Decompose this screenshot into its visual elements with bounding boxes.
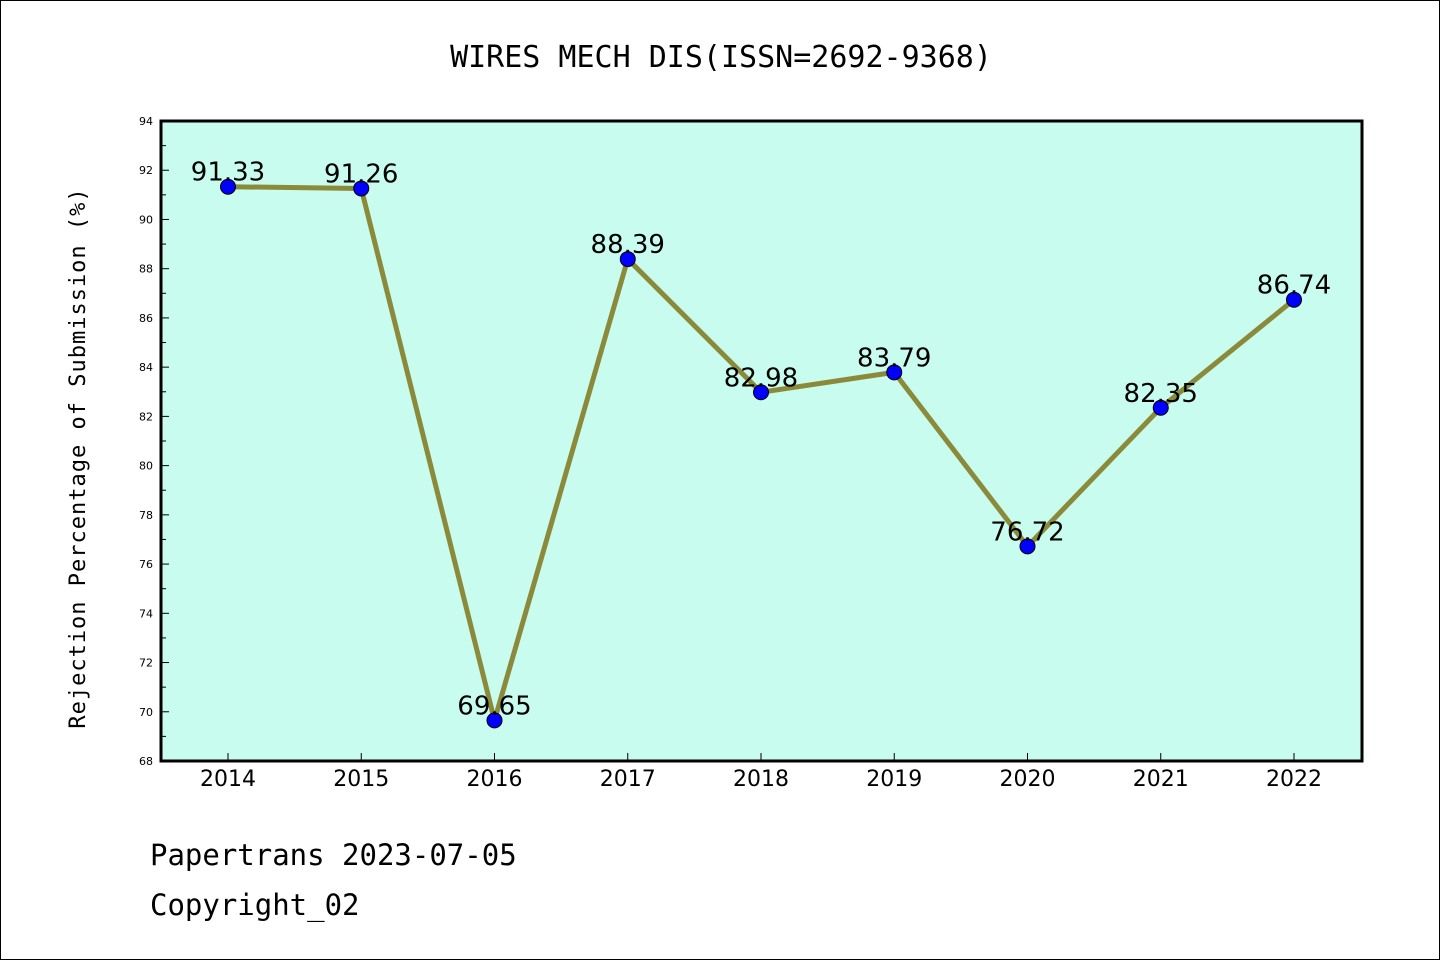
x-axis: 2014 2015 2016 2017 2018 2019 2020 2021 2022 [200,753,1322,792]
data-point [486,712,503,729]
y-axis: 68 70 72 74 76 78 80 82 84 86 88 90 92 94 [139,115,169,768]
y-tick-label: 82 [139,410,153,423]
data-point [1152,399,1169,416]
y-tick-label: 70 [139,706,153,719]
y-tick-label: 92 [139,164,153,177]
y-tick-label: 90 [139,213,153,226]
footer-date: Papertrans 2023-07-05 [150,838,517,872]
data-label: 82.35 [1124,379,1198,409]
data-point [619,251,636,268]
data-point [886,364,903,381]
data-label: 69.65 [457,691,531,721]
data-points [220,178,1302,729]
x-tick-label: 2021 [1133,767,1189,792]
data-point [753,384,769,401]
x-tick-label: 2018 [733,767,789,792]
data-label: 86.74 [1257,271,1331,301]
data-labels: 91.33 91.26 69.65 88.39 82.98 83.79 76.72 82.35… [191,158,1331,722]
x-tick-label: 2020 [1000,767,1056,792]
y-axis-label: Rejection Percentage of Submission (%) [66,187,91,728]
y-tick-label: 84 [139,361,153,374]
x-tick-label: 2014 [200,767,256,792]
chart-title: WIRES MECH DIS(ISSN=2692-9368) [450,40,992,75]
y-tick-label: 86 [139,312,153,325]
data-point [1019,538,1036,555]
y-tick-label: 88 [139,263,153,276]
x-tick-label: 2016 [467,767,523,792]
data-point [1286,291,1302,308]
data-point [353,180,370,197]
plot-area [159,119,1364,763]
y-tick-label: 76 [139,558,153,571]
y-tick-label: 74 [139,607,153,620]
data-label: 91.26 [324,159,398,189]
data-label: 91.33 [191,158,265,188]
y-tick-label: 80 [139,460,153,473]
y-tick-label: 68 [139,755,153,768]
footer-copyright: Copyright_02 [150,888,360,923]
data-label: 88.39 [591,230,665,260]
y-tick-label: 94 [139,115,153,128]
y-tick-label: 72 [139,657,153,670]
y-tick-label: 78 [139,509,153,522]
data-label: 76.72 [990,517,1064,547]
x-tick-label: 2019 [866,767,922,792]
data-label: 83.79 [857,343,931,373]
data-point [220,178,236,195]
x-tick-label: 2022 [1266,767,1322,792]
x-tick-label: 2015 [333,767,389,792]
x-tick-label: 2017 [600,767,656,792]
data-label: 82.98 [724,363,798,393]
